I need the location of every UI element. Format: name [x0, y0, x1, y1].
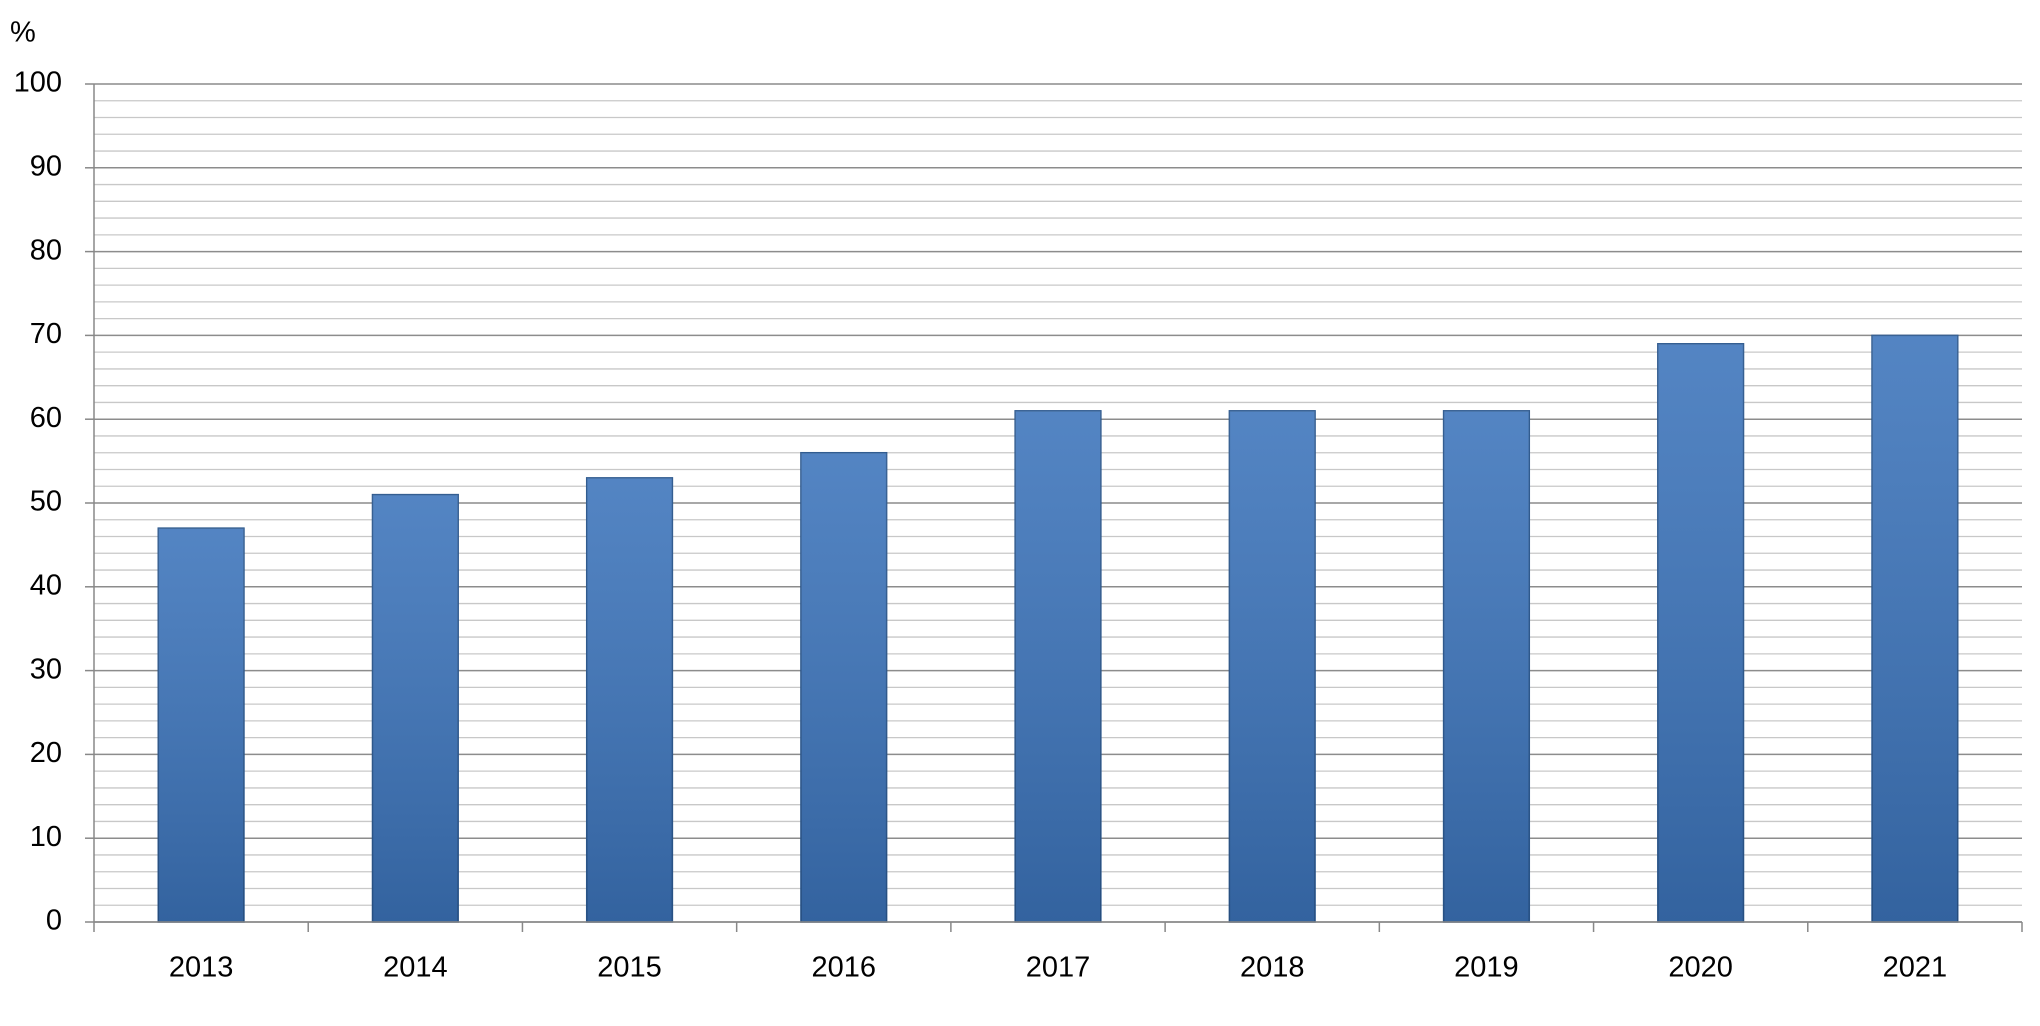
- x-tick-label: 2015: [597, 952, 662, 984]
- x-tick-label: 2019: [1454, 952, 1519, 984]
- bar-shade: [1443, 410, 1530, 922]
- x-tick-label: 2014: [383, 952, 448, 984]
- y-tick-label: 30: [30, 653, 62, 685]
- y-tick-label: 90: [30, 150, 62, 182]
- y-tick-label: 80: [30, 234, 62, 266]
- x-tick-label: 2016: [812, 952, 877, 984]
- y-axis-label: %: [10, 17, 36, 49]
- y-tick-label: 100: [14, 67, 62, 99]
- bar-shade: [1657, 343, 1744, 922]
- y-tick-label: 10: [30, 821, 62, 853]
- y-tick-label: 50: [30, 486, 62, 518]
- bar-shade: [1229, 410, 1316, 922]
- y-tick-label: 0: [46, 905, 62, 937]
- y-tick-label: 20: [30, 737, 62, 769]
- bar-shade: [586, 477, 673, 922]
- y-tick-label: 60: [30, 402, 62, 434]
- x-tick-label: 2020: [1668, 952, 1733, 984]
- bar-shade: [1872, 335, 1958, 922]
- x-tick-label: 2017: [1026, 952, 1091, 984]
- bar-shade: [158, 528, 244, 922]
- bar-shade: [372, 494, 459, 922]
- x-tick-label: 2021: [1883, 952, 1948, 984]
- y-tick-label: 70: [30, 318, 62, 350]
- bar-shade: [800, 452, 887, 922]
- x-tick-label: 2013: [169, 952, 234, 984]
- x-tick-label: 2018: [1240, 952, 1305, 984]
- y-tick-label: 40: [30, 569, 62, 601]
- bar-shade: [1015, 410, 1101, 922]
